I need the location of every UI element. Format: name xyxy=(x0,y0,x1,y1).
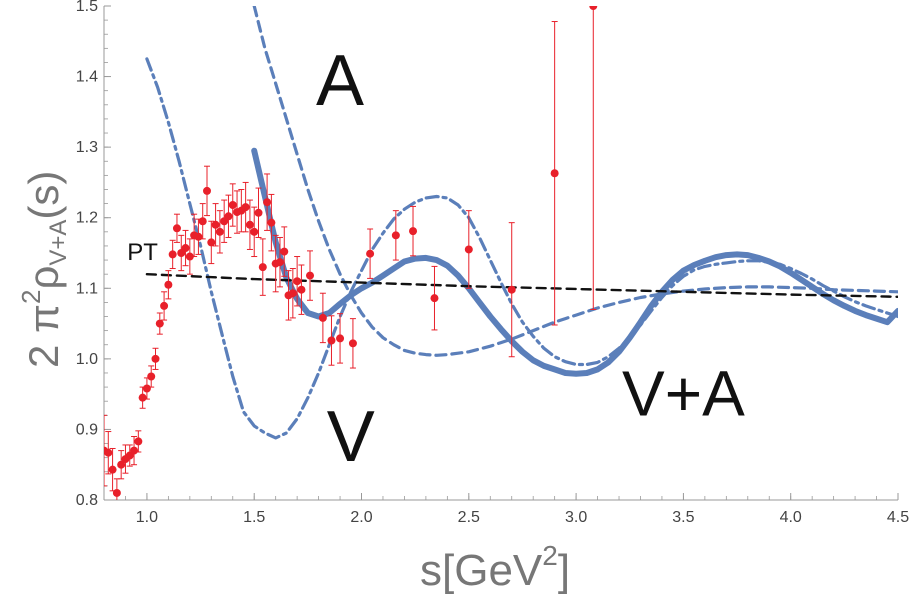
series-line-pt xyxy=(145,273,898,298)
y-tick-label: 0.8 xyxy=(76,492,98,509)
data-points xyxy=(104,6,598,500)
x-axis-title-close: ] xyxy=(558,546,570,594)
data-point xyxy=(409,227,418,236)
y-axis-title-prefix: 2 π xyxy=(20,304,67,368)
y-tick-label: 1.2 xyxy=(76,210,98,227)
data-point xyxy=(207,238,216,247)
data-point xyxy=(112,488,121,497)
series-line-v-plus-a xyxy=(251,147,898,377)
data-point xyxy=(306,271,315,280)
data-point xyxy=(151,354,160,363)
data-point xyxy=(507,285,516,294)
data-point xyxy=(194,232,203,241)
ticks: 1.0 1.5 2.0 2.5 3.0 3.5 4.0 4.5 0.8 0.9 1.0 1.1 1.2 1… xyxy=(76,0,909,526)
data-point xyxy=(391,231,400,240)
data-point xyxy=(293,277,302,286)
data-point xyxy=(336,334,345,343)
annotation-pt: PT xyxy=(127,239,158,266)
data-point xyxy=(147,372,156,381)
y-axis-title: 2 π2ρV+A(s) xyxy=(16,171,72,368)
y-tick-label: 1.4 xyxy=(76,69,98,86)
data-point xyxy=(104,448,113,457)
annotation-v: V xyxy=(327,397,375,477)
data-point xyxy=(134,437,143,446)
data-point xyxy=(198,217,207,226)
data-point xyxy=(254,208,263,217)
data-point xyxy=(172,224,181,233)
data-point xyxy=(142,384,151,393)
data-point xyxy=(327,336,336,345)
data-point xyxy=(117,460,126,469)
y-tick-label: 0.9 xyxy=(76,421,98,438)
data-point xyxy=(211,220,220,229)
x-tick-label: 1.5 xyxy=(243,509,265,526)
data-point xyxy=(366,249,375,258)
y-tick-label: 1.0 xyxy=(76,351,98,368)
axes xyxy=(103,6,898,501)
data-point xyxy=(181,244,190,253)
data-point xyxy=(250,227,259,236)
data-point xyxy=(267,218,276,227)
data-point xyxy=(108,465,117,474)
data-point xyxy=(275,258,284,267)
data-point xyxy=(263,198,272,207)
x-tick-label: 3.0 xyxy=(565,509,587,526)
series-line-v xyxy=(145,57,898,440)
annotations: A V V+A PT xyxy=(127,41,745,477)
data-point xyxy=(164,280,173,289)
data-point xyxy=(258,263,267,272)
x-axis-title: s[GeV2] xyxy=(420,540,570,594)
x-tick-label: 2.0 xyxy=(350,509,372,526)
data-point xyxy=(348,339,357,348)
data-point xyxy=(228,201,237,210)
data-point xyxy=(550,169,559,178)
data-point xyxy=(245,220,254,229)
data-point xyxy=(130,446,139,455)
data-point xyxy=(318,313,327,322)
series-group xyxy=(145,6,898,440)
y-tick-label: 1.3 xyxy=(76,139,98,156)
x-tick-label: 1.0 xyxy=(136,509,158,526)
x-tick-label: 4.0 xyxy=(780,509,802,526)
y-axis-title-suffix: (s) xyxy=(20,171,67,220)
annotation-a: A xyxy=(316,41,364,121)
data-point xyxy=(168,250,177,259)
data-point xyxy=(185,252,194,261)
y-axis-title-sup: 2 xyxy=(16,290,46,304)
x-tick-label: 4.5 xyxy=(887,509,909,526)
data-point xyxy=(288,289,297,298)
data-point xyxy=(430,294,439,303)
data-point xyxy=(280,247,289,256)
data-point xyxy=(203,186,212,195)
annotation-v-plus-a: V+A xyxy=(622,357,745,429)
data-point xyxy=(138,393,147,402)
data-point xyxy=(241,203,250,212)
y-tick-label: 1.1 xyxy=(76,280,98,297)
x-tick-label: 3.5 xyxy=(672,509,694,526)
x-axis-title-sup: 2 xyxy=(542,540,558,571)
data-point xyxy=(589,6,598,10)
data-point xyxy=(224,212,233,221)
x-tick-label: 2.5 xyxy=(458,509,480,526)
data-point xyxy=(464,245,473,254)
y-axis-title-sub: V+A xyxy=(45,220,72,266)
data-point xyxy=(297,285,306,294)
data-point xyxy=(215,227,224,236)
series-line-a xyxy=(252,6,898,357)
data-point xyxy=(160,301,169,310)
data-point xyxy=(155,319,164,328)
y-tick-label: 1.5 xyxy=(76,0,98,15)
y-axis-title-rho: ρ xyxy=(20,266,67,290)
x-axis-title-base: s[GeV xyxy=(420,546,543,594)
